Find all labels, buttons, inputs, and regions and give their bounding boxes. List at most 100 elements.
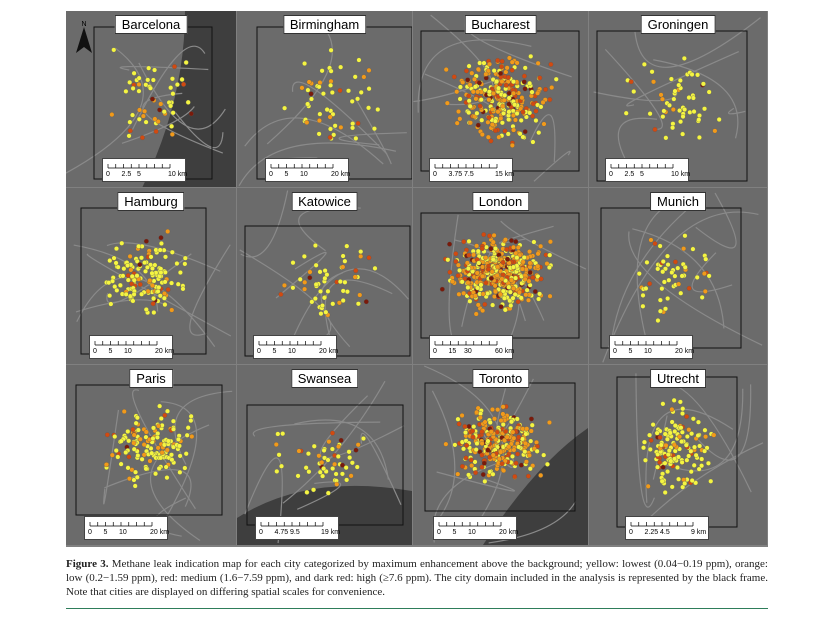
leak-point bbox=[679, 459, 685, 465]
leak-point bbox=[150, 77, 156, 83]
leak-point bbox=[669, 270, 675, 275]
leak-point bbox=[337, 279, 343, 285]
leak-point bbox=[479, 246, 485, 252]
leak-point bbox=[495, 407, 501, 413]
leak-point bbox=[506, 284, 512, 290]
leak-point bbox=[357, 292, 363, 298]
leak-point bbox=[366, 86, 372, 92]
road-line bbox=[653, 59, 739, 139]
leak-point bbox=[699, 463, 705, 469]
leak-point bbox=[513, 239, 519, 245]
scale-bar-ruler bbox=[614, 341, 678, 346]
leak-point bbox=[703, 256, 709, 262]
leak-point bbox=[457, 116, 463, 122]
leak-point bbox=[338, 64, 344, 70]
leak-point bbox=[502, 458, 508, 464]
leak-point bbox=[665, 262, 671, 268]
leak-point bbox=[660, 464, 666, 470]
leak-point bbox=[500, 103, 506, 109]
leak-point bbox=[462, 424, 468, 429]
leak-point bbox=[471, 424, 477, 430]
leak-point bbox=[188, 111, 194, 117]
leak-point bbox=[313, 282, 319, 287]
leak-point bbox=[127, 79, 133, 85]
leak-point bbox=[366, 67, 372, 73]
leak-point bbox=[522, 276, 528, 282]
leak-point bbox=[459, 413, 465, 418]
leak-point bbox=[156, 284, 162, 290]
road-line bbox=[129, 45, 206, 136]
leak-point bbox=[664, 436, 670, 442]
leak-point bbox=[663, 306, 668, 312]
leak-point bbox=[157, 247, 163, 253]
leak-point bbox=[457, 96, 463, 102]
leak-point bbox=[527, 260, 533, 266]
leak-point bbox=[338, 124, 344, 130]
leak-point bbox=[501, 97, 507, 103]
leak-point bbox=[533, 108, 539, 114]
leak-point bbox=[466, 423, 472, 429]
road-line bbox=[106, 242, 221, 272]
leak-point bbox=[152, 116, 158, 122]
map-canvas bbox=[413, 14, 580, 182]
leak-point bbox=[136, 75, 142, 81]
leak-point bbox=[553, 76, 559, 82]
leak-point bbox=[107, 258, 113, 264]
leak-point bbox=[499, 461, 505, 467]
leak-point bbox=[340, 288, 346, 294]
leak-point bbox=[510, 264, 516, 270]
leak-point bbox=[346, 88, 351, 94]
city-domain-frame bbox=[600, 207, 742, 349]
leak-point bbox=[669, 406, 675, 412]
leak-point bbox=[324, 107, 330, 113]
leak-point bbox=[474, 441, 480, 446]
leak-point bbox=[137, 107, 143, 113]
leak-point bbox=[460, 79, 466, 85]
leak-point bbox=[109, 452, 115, 458]
leak-point bbox=[502, 437, 507, 443]
leak-point bbox=[316, 453, 322, 459]
leak-point bbox=[507, 298, 513, 304]
leak-point bbox=[333, 471, 339, 477]
leak-point bbox=[657, 308, 663, 314]
leak-point bbox=[149, 450, 155, 456]
leak-point bbox=[487, 61, 492, 67]
leak-point bbox=[495, 109, 501, 115]
leak-point bbox=[455, 262, 461, 268]
leak-point bbox=[290, 285, 296, 291]
leak-point bbox=[350, 125, 356, 131]
road-line bbox=[149, 424, 210, 542]
leak-point bbox=[712, 128, 718, 134]
road-line bbox=[602, 211, 759, 363]
leak-point bbox=[164, 447, 170, 453]
leak-point bbox=[658, 92, 664, 98]
leak-point bbox=[513, 460, 519, 466]
leak-point bbox=[301, 253, 307, 259]
leak-point bbox=[528, 53, 534, 59]
leak-point bbox=[443, 67, 449, 73]
leak-point bbox=[535, 251, 541, 257]
leak-point bbox=[686, 453, 692, 459]
leak-point bbox=[361, 74, 367, 80]
scale-bar-tick-label: 0 bbox=[437, 529, 441, 536]
leak-point bbox=[488, 275, 494, 281]
leak-point bbox=[494, 273, 500, 278]
leak-point bbox=[169, 131, 175, 137]
leak-point bbox=[702, 288, 708, 294]
leak-point bbox=[500, 411, 506, 417]
leak-point bbox=[498, 291, 503, 297]
leak-point bbox=[686, 285, 692, 291]
leak-point bbox=[490, 407, 495, 412]
leak-point bbox=[694, 274, 700, 280]
leak-point bbox=[517, 289, 522, 295]
scale-bar-tick-label: 4.5 bbox=[660, 529, 670, 536]
leak-point bbox=[680, 406, 686, 412]
leak-point bbox=[538, 104, 544, 110]
leak-point bbox=[131, 446, 137, 452]
leak-point bbox=[647, 432, 653, 438]
leak-point bbox=[662, 490, 668, 495]
leak-point bbox=[140, 113, 146, 119]
leak-point bbox=[687, 109, 693, 115]
scale-bar-tick-label: 10 bbox=[119, 529, 127, 536]
leak-point bbox=[128, 267, 134, 273]
